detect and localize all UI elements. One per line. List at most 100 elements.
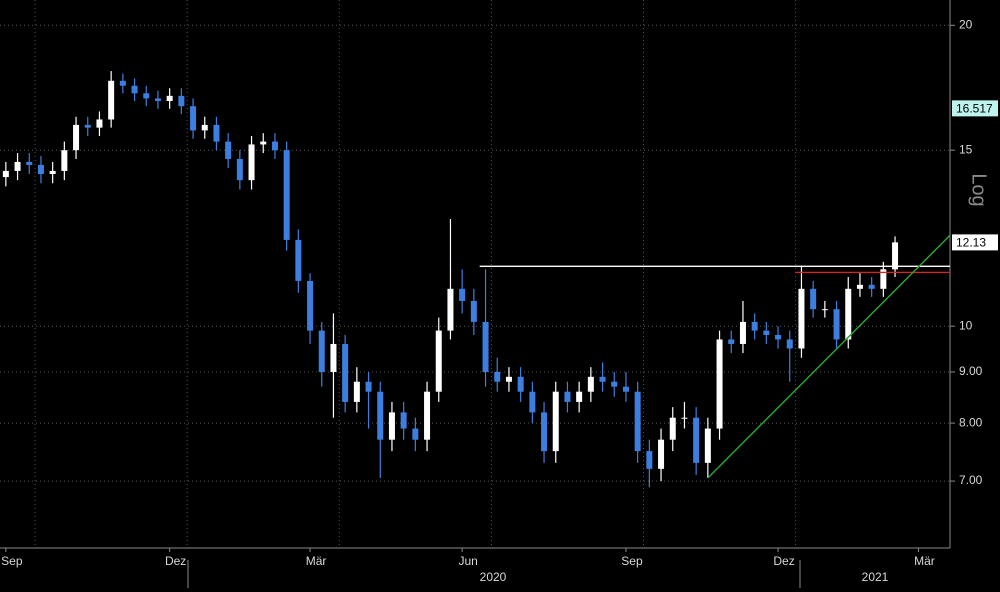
candle-body — [611, 381, 618, 387]
indicator-price-label: 16.517 — [956, 102, 993, 116]
candle-body — [377, 391, 384, 440]
candle-body — [283, 150, 290, 240]
candle-body — [786, 339, 793, 349]
candle-body — [412, 428, 419, 440]
candle-body — [37, 164, 44, 174]
indicator-price-label-box — [952, 100, 998, 117]
candle-body — [821, 309, 828, 311]
candle-body — [49, 170, 56, 174]
candle-body — [704, 428, 711, 463]
candle-body — [751, 321, 758, 331]
candle-body — [505, 376, 512, 382]
candle-body — [716, 339, 723, 429]
candle-body — [564, 391, 571, 402]
candle-body — [681, 417, 688, 419]
candle-body — [14, 161, 21, 171]
candle-body — [552, 391, 559, 452]
candle-body — [119, 80, 126, 86]
candle-body — [318, 330, 325, 372]
y-tick-label: 10 — [959, 318, 973, 332]
candle-body — [96, 119, 103, 128]
candle-body — [73, 124, 80, 151]
candle-body — [26, 161, 33, 165]
candle-body — [880, 269, 887, 289]
candle-body — [190, 106, 197, 131]
candle-body — [2, 170, 9, 178]
year-label: 2020 — [480, 570, 507, 584]
candle-body — [108, 80, 115, 120]
candle-body — [798, 288, 805, 349]
x-tick-label: Sep — [621, 554, 643, 568]
candle-body — [693, 417, 700, 463]
candle-body — [166, 95, 173, 101]
y-tick-label: 7.00 — [959, 473, 983, 487]
x-tick-label: Dez — [165, 554, 186, 568]
candle-body — [810, 288, 817, 310]
candle-body — [143, 93, 150, 99]
x-tick-label: Mär — [914, 554, 935, 568]
candle-body — [845, 288, 852, 340]
y-tick-label: 15 — [959, 142, 973, 156]
candle-body — [213, 124, 220, 142]
candle-body — [353, 381, 360, 402]
candle-body — [892, 242, 899, 270]
candle-body — [739, 321, 746, 344]
candle-body — [763, 330, 770, 335]
candle-body — [470, 300, 477, 322]
candle-body — [248, 144, 255, 181]
candle-body — [424, 391, 431, 440]
axis-label: Log — [968, 173, 990, 206]
candle-body — [576, 391, 583, 402]
candle-body — [658, 439, 665, 469]
candle-body — [330, 343, 337, 372]
x-tick-label: Mär — [306, 554, 327, 568]
candle-body — [599, 376, 606, 382]
candle-body — [728, 339, 735, 344]
y-tick-label: 9.00 — [959, 364, 983, 378]
candle-body — [868, 284, 875, 289]
candle-body — [447, 288, 454, 331]
candle-body — [388, 412, 395, 440]
y-tick-label: 8.00 — [959, 415, 983, 429]
candle-body — [482, 321, 489, 372]
candle-body — [833, 309, 840, 340]
candle-body — [295, 239, 302, 281]
candle-body — [541, 412, 548, 452]
candle-body — [529, 391, 536, 413]
candle-body — [84, 124, 91, 128]
candle-body — [365, 381, 372, 392]
candle-body — [201, 124, 208, 131]
candle-body — [622, 386, 629, 392]
candle-body — [517, 376, 524, 392]
candle-body — [435, 330, 442, 392]
candle-body — [856, 284, 863, 289]
candle-body — [342, 343, 349, 402]
candle-body — [459, 288, 466, 301]
x-tick-label: Dez — [773, 554, 794, 568]
x-tick-label: Jun — [458, 554, 477, 568]
candle-body — [154, 98, 161, 101]
last-price-label-box — [952, 234, 998, 251]
candle-body — [131, 85, 138, 94]
trendline-extension — [941, 234, 951, 244]
candle-body — [236, 158, 243, 181]
year-label: 2021 — [862, 570, 889, 584]
last-price-label: 12.13 — [956, 236, 986, 250]
candle-body — [587, 376, 594, 392]
candle-body — [400, 412, 407, 429]
candle-body — [307, 280, 314, 331]
candle-body — [271, 141, 278, 151]
candle-body — [178, 95, 185, 107]
x-tick-label: Sep — [1, 554, 23, 568]
candle-body — [669, 417, 676, 440]
candle-body — [646, 451, 653, 469]
candle-body — [61, 150, 68, 171]
candle-body — [225, 141, 232, 159]
trendline — [707, 242, 943, 479]
candle-body — [634, 391, 641, 452]
y-tick-label: 20 — [959, 17, 973, 31]
candle-body — [775, 334, 782, 340]
candle-body — [260, 141, 267, 145]
candle-body — [494, 371, 501, 382]
